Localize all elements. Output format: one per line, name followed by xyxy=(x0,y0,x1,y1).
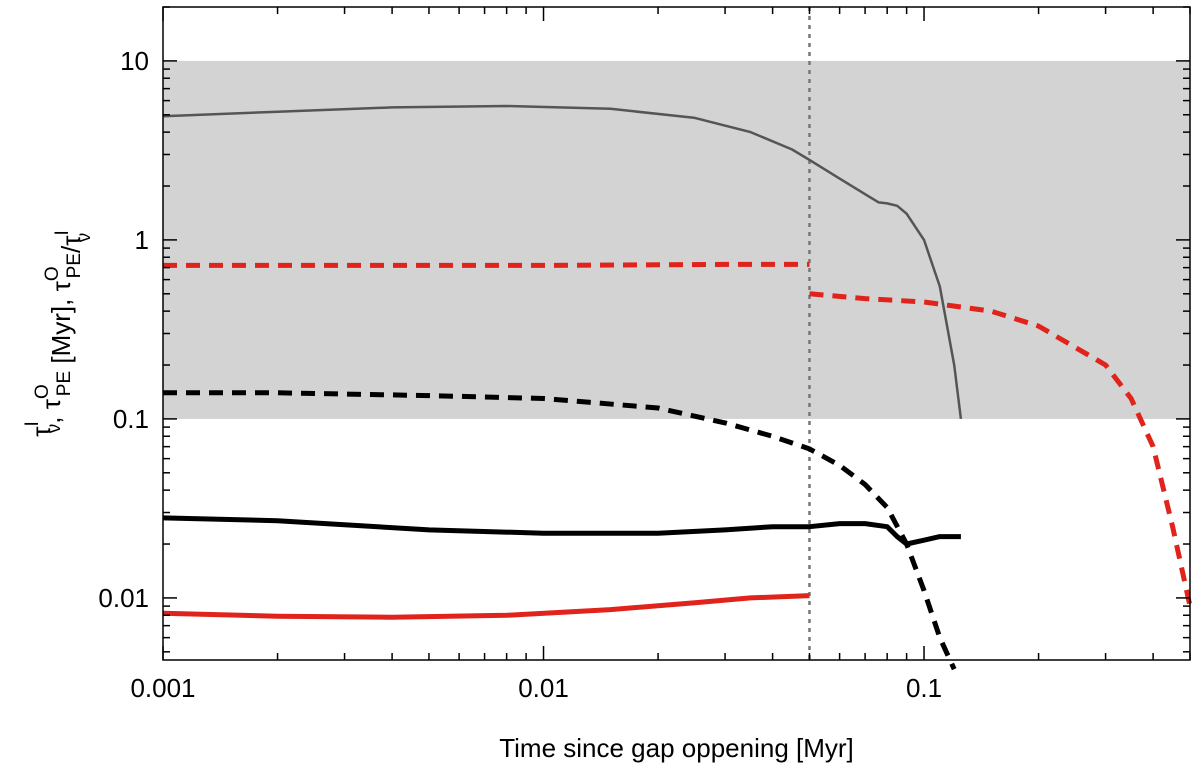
x-tick-label: 0.001 xyxy=(130,673,195,703)
y-tick-label: 10 xyxy=(120,46,149,76)
y-axis-title-part: , τ xyxy=(36,398,66,423)
y-tick-label: 0.01 xyxy=(98,583,149,613)
series-line-2 xyxy=(163,261,810,268)
y-axis-title-part: τ xyxy=(26,426,56,437)
y-axis-title-sub: PE xyxy=(64,253,85,278)
series-layer xyxy=(162,104,1193,671)
series-line-4 xyxy=(163,390,957,671)
y-axis-title-sup: O xyxy=(42,266,63,281)
series-line-1 xyxy=(162,104,963,420)
y-axis-title-sub: ν xyxy=(74,233,95,243)
y-axis-title-sup: I xyxy=(22,421,43,426)
y-axis-title-sub: ν xyxy=(44,424,65,434)
y-axis-title-sup: O xyxy=(32,384,53,399)
series-line-6 xyxy=(162,593,810,620)
x-axis-title: Time since gap oppening [Myr] xyxy=(499,733,854,763)
y-axis-title-sup: I xyxy=(52,230,73,235)
series-line-3 xyxy=(809,291,1193,607)
y-tick-label: 0.1 xyxy=(113,404,149,434)
y-tick-label: 1 xyxy=(135,225,149,255)
shaded-band xyxy=(163,60,1190,419)
y-axis-title: τIν, τOPE [Myr], τOPE/τIν xyxy=(22,230,95,437)
tick-label-layer: 0.001 0.01 0.1 0.01 0.1 1 10 xyxy=(98,46,942,703)
series-line-5 xyxy=(162,515,961,547)
x-tick-label: 0.1 xyxy=(906,673,942,703)
y-axis-title-part: [Myr], τ xyxy=(46,280,76,370)
tick-layer xyxy=(162,6,1191,660)
shaded-band-layer xyxy=(163,60,1190,419)
y-axis-title-part: /τ xyxy=(56,235,86,253)
x-tick-label: 0.01 xyxy=(518,673,569,703)
y-axis-title-sub: PE xyxy=(54,371,75,396)
